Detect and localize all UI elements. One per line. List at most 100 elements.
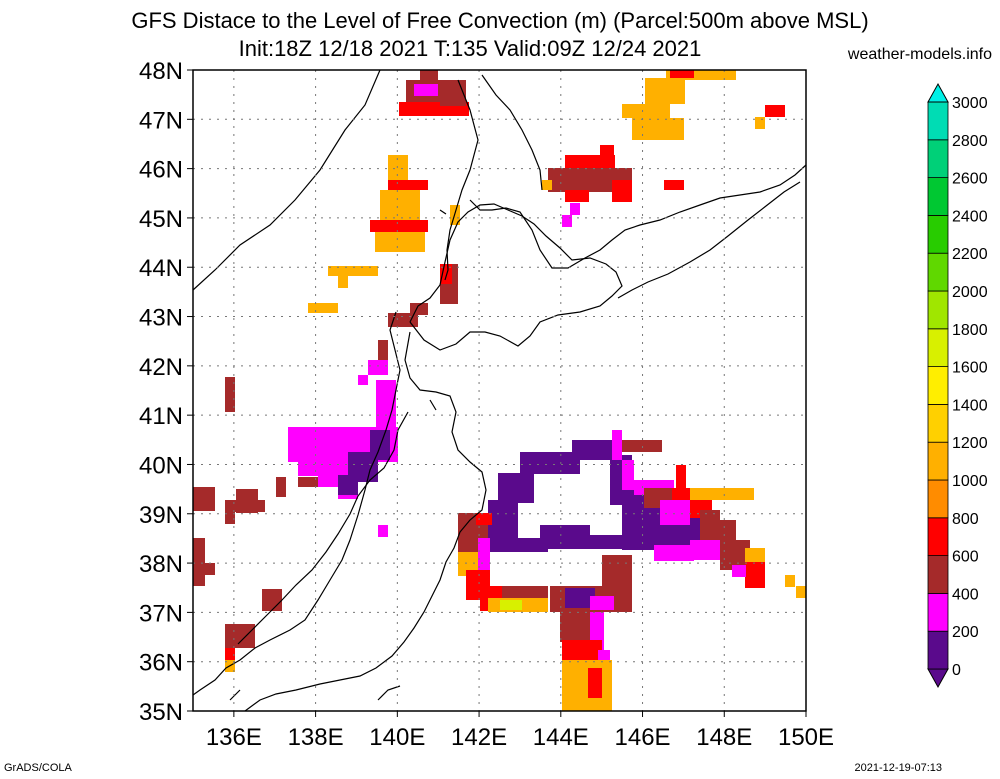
lat-tick-label: 37N bbox=[139, 600, 183, 627]
colorbar-swatch bbox=[927, 441, 949, 481]
colorbar-label: 2200 bbox=[952, 246, 988, 263]
field-cell bbox=[502, 586, 548, 598]
field-cell bbox=[565, 588, 595, 608]
field-cell bbox=[660, 500, 690, 525]
lat-tick-label: 47N bbox=[139, 107, 183, 134]
lat-tick-label: 44N bbox=[139, 255, 183, 282]
field-cell bbox=[375, 232, 425, 252]
lat-tick-label: 38N bbox=[139, 551, 183, 578]
field-cell bbox=[755, 117, 765, 129]
lat-tick-label: 36N bbox=[139, 650, 183, 677]
colorbar-label: 2800 bbox=[952, 133, 988, 150]
colorbar-swatch bbox=[927, 214, 949, 254]
field-cell bbox=[378, 340, 388, 360]
colorbar-swatch bbox=[927, 290, 949, 330]
site-credit: weather-models.info bbox=[847, 46, 992, 63]
field-cell bbox=[612, 180, 632, 202]
generated-timestamp: 2021-12-19-07:13 bbox=[854, 762, 942, 774]
korea-east-coast bbox=[192, 311, 401, 696]
lat-tick-label: 45N bbox=[139, 206, 183, 233]
colorbar-swatch bbox=[927, 177, 949, 216]
field-cell bbox=[488, 500, 518, 540]
field-cell bbox=[590, 535, 630, 549]
field-cell bbox=[388, 180, 428, 190]
lon-tick-label: 138E bbox=[288, 724, 344, 751]
colorbar-upper-triangle bbox=[927, 82, 949, 103]
colorbar-swatch bbox=[927, 403, 949, 443]
colorbar-swatch bbox=[927, 101, 949, 141]
field-cell bbox=[654, 545, 694, 561]
field-cell bbox=[612, 430, 622, 460]
field-cell bbox=[664, 180, 684, 190]
field-cell bbox=[785, 575, 795, 587]
field-cell bbox=[368, 360, 388, 375]
lon-tick-label: 150E bbox=[778, 724, 834, 751]
colorbar-label: 1800 bbox=[952, 322, 988, 339]
colorbar-label: 600 bbox=[952, 549, 979, 566]
field-cell bbox=[298, 462, 318, 476]
lat-tick-label: 46N bbox=[139, 157, 183, 184]
colorbar-label: 3000 bbox=[952, 95, 988, 112]
latitude-axis: 35N 36N 37N 38N 39N 40N 41N 42N 43N 44N 45N 46N 47N 4… bbox=[139, 58, 193, 726]
field-cell bbox=[358, 375, 368, 385]
lat-tick-label: 42N bbox=[139, 354, 183, 381]
lat-tick-label: 35N bbox=[139, 699, 183, 726]
field-cell bbox=[670, 70, 694, 78]
asian-mainland-coast bbox=[192, 69, 381, 291]
colorbar-label: 800 bbox=[952, 511, 979, 528]
field-cell bbox=[690, 488, 754, 500]
field-cell bbox=[690, 540, 720, 560]
field-cell bbox=[488, 538, 548, 552]
field-cell bbox=[478, 538, 490, 578]
field-cell bbox=[600, 145, 614, 157]
lon-tick-label: 148E bbox=[696, 724, 752, 751]
colorbar-swatch bbox=[927, 252, 949, 292]
field-cell bbox=[540, 525, 590, 549]
lon-tick-label: 142E bbox=[451, 724, 507, 751]
field-cell bbox=[440, 96, 466, 106]
field-cell bbox=[380, 190, 420, 220]
field-cell bbox=[796, 586, 806, 598]
field-cell bbox=[205, 563, 215, 575]
field-cell bbox=[588, 668, 602, 698]
colorbar-label: 400 bbox=[952, 586, 979, 603]
field-cell bbox=[602, 555, 632, 590]
colorbar-label: 2000 bbox=[952, 284, 988, 301]
field-cell bbox=[572, 440, 614, 460]
field-cell bbox=[338, 475, 358, 495]
field-cell bbox=[500, 600, 522, 610]
hokkaido-coast bbox=[409, 203, 623, 351]
colorbar-label: 2400 bbox=[952, 208, 988, 225]
colorbar-label: 1000 bbox=[952, 473, 988, 490]
colorbar-label: 2600 bbox=[952, 171, 988, 188]
longitude-axis: 136E 138E 140E 142E 144E 146E 148E 150E bbox=[206, 711, 834, 751]
lat-tick-label: 41N bbox=[139, 403, 183, 430]
honshu-coast bbox=[244, 331, 487, 712]
field-cell bbox=[622, 440, 662, 452]
colorbar-label: 1600 bbox=[952, 360, 988, 377]
field-cell bbox=[276, 477, 286, 497]
field-cell bbox=[562, 660, 612, 711]
grid-lines bbox=[193, 70, 806, 711]
map-title: GFS Distace to the Level of Free Convect… bbox=[131, 8, 869, 33]
field-cell bbox=[338, 276, 348, 288]
colorbar-label: 1400 bbox=[952, 397, 988, 414]
field-cell bbox=[298, 477, 318, 487]
colorbar-swatch bbox=[927, 555, 949, 594]
lat-tick-label: 40N bbox=[139, 452, 183, 479]
sakhalin-coast bbox=[444, 74, 807, 281]
field-cell bbox=[225, 510, 235, 524]
field-cell bbox=[570, 203, 580, 215]
colorbar-swatch bbox=[927, 328, 949, 367]
lfc-field bbox=[193, 70, 806, 711]
field-cell bbox=[565, 190, 589, 202]
field-cell bbox=[308, 303, 338, 313]
field-cell bbox=[590, 596, 614, 610]
field-cell bbox=[225, 624, 255, 648]
field-cell bbox=[225, 377, 235, 412]
colorbar-swatch bbox=[927, 630, 949, 670]
colorbar-swatch bbox=[927, 517, 949, 556]
lon-tick-label: 146E bbox=[615, 724, 671, 751]
field-cell bbox=[732, 565, 746, 577]
